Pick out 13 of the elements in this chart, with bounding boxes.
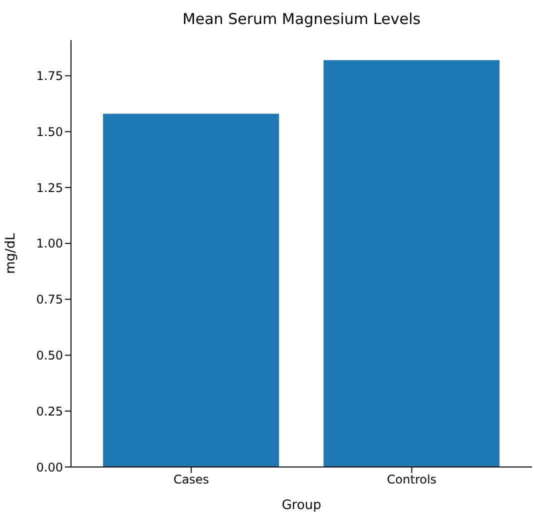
- y-tick-label: 0.75: [36, 292, 63, 307]
- x-tick-label: Controls: [386, 472, 437, 487]
- y-axis-title: mg/dL: [4, 232, 19, 274]
- chart-title: Mean Serum Magnesium Levels: [181, 10, 422, 28]
- x-axis-title: Group: [282, 498, 322, 513]
- y-tick-label: 0.25: [36, 404, 63, 418]
- y-tick-label: 1.00: [36, 236, 63, 251]
- x-tick-label: Cases: [173, 472, 210, 487]
- y-tick-label: 1.50: [36, 124, 63, 139]
- y-tick-label: 0.50: [36, 348, 63, 362]
- y-tick-label: 1.25: [36, 180, 63, 195]
- y-tick-label: 0.00: [36, 460, 63, 474]
- y-tick-label: 1.75: [36, 69, 63, 84]
